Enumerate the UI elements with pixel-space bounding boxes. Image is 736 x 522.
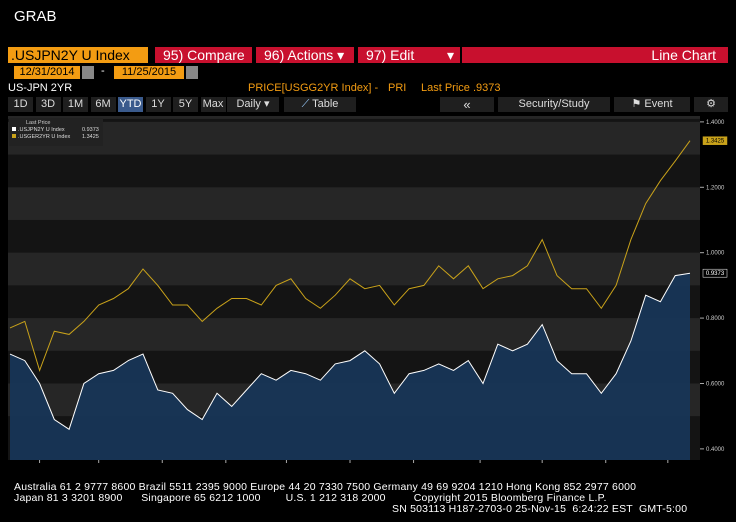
plot-band (8, 252, 700, 286)
settings-button[interactable]: ⚙ (694, 97, 728, 112)
table-label: Table (312, 98, 339, 110)
legend-swatch (12, 134, 16, 138)
calendar-icon[interactable] (82, 66, 94, 79)
footer-line: SN 503113 H187-2703-0 25-Nov-15 6:24:22 … (392, 503, 688, 515)
chart-kind: Line Chart (462, 47, 728, 63)
period-button[interactable]: YTD (118, 97, 143, 112)
event-label: Event (644, 98, 673, 110)
period-button[interactable]: 5Y (173, 97, 198, 112)
actions-button[interactable]: 96) Actions ▾ (256, 47, 354, 63)
frequency-menu[interactable]: Daily ▾ (227, 97, 279, 112)
date-separator: - (101, 65, 105, 77)
plot-band (8, 116, 700, 119)
legend-box (9, 118, 103, 146)
footer-line: Australia 61 2 9777 8600 Brazil 5511 239… (14, 481, 637, 493)
series-line (9, 272, 691, 431)
y-tick-label: 0.6000 (706, 381, 725, 387)
y-tick-label: 1.4000 (706, 120, 725, 126)
plot-band (8, 318, 700, 351)
start-date[interactable]: 12/31/2014 (14, 66, 80, 79)
edit-button[interactable]: 97) Edit ▾ (358, 47, 460, 63)
button-label: 97) Edit (366, 47, 415, 63)
chart: 0.40000.60000.80001.00001.20001.4000JanF… (8, 116, 728, 463)
chart-name: US-JPN 2YR (8, 82, 73, 94)
button-label: 96) Actions (264, 47, 334, 63)
legend-label: .USJPN2Y U Index (18, 127, 65, 133)
last-value-box (702, 136, 728, 145)
plot-band (8, 121, 700, 155)
period-button[interactable]: Max (200, 97, 226, 112)
y-tick-label: 1.0000 (706, 251, 725, 257)
period-button[interactable]: 1Y (145, 97, 171, 112)
window-title: GRAB (14, 8, 57, 25)
study-label: PRI (388, 82, 407, 94)
period-button[interactable]: 1M (63, 97, 88, 112)
end-date[interactable]: 11/25/2015 (114, 66, 184, 79)
period-button[interactable]: 3D (35, 97, 61, 112)
plot-band (8, 187, 700, 220)
study-label: PRICE[USGG2YR Index] - (248, 82, 379, 94)
y-tick-label: 0.8000 (706, 316, 725, 322)
frequency-label: Daily (236, 98, 261, 110)
series-area (10, 273, 690, 460)
back-button[interactable]: « (440, 97, 494, 112)
y-tick-label: 0.4000 (706, 447, 725, 453)
compare-button[interactable]: 95) Compare (155, 47, 252, 63)
legend-swatch (12, 127, 16, 131)
series-line (9, 140, 691, 372)
last-price: Last Price .9373 (421, 82, 501, 94)
last-value-label: 0.9373 (706, 271, 725, 277)
event-button[interactable]: ⚑ Event (614, 97, 690, 112)
table-button[interactable]: ⟋ Table (284, 97, 356, 112)
last-value-box (702, 268, 728, 278)
period-button[interactable]: 1D (8, 97, 33, 112)
legend-label: .USGER2YR U Index (18, 134, 71, 140)
security-study-button[interactable]: Security/Study (498, 97, 610, 112)
legend-value: 1.3425 (82, 134, 99, 140)
calendar-icon[interactable] (186, 66, 198, 79)
period-button[interactable]: 6M (90, 97, 116, 112)
legend-title: Last Price (26, 120, 50, 126)
legend-value: 0.9373 (82, 127, 99, 133)
y-tick-label: 1.2000 (706, 185, 725, 191)
footer-line: Japan 81 3 3201 8900 Singapore 65 6212 1… (14, 492, 607, 504)
last-value-label: 1.3425 (706, 139, 725, 145)
security-field[interactable]: .USJPN2Y U Index (8, 47, 148, 63)
security-study-label: Security/Study (518, 98, 590, 110)
